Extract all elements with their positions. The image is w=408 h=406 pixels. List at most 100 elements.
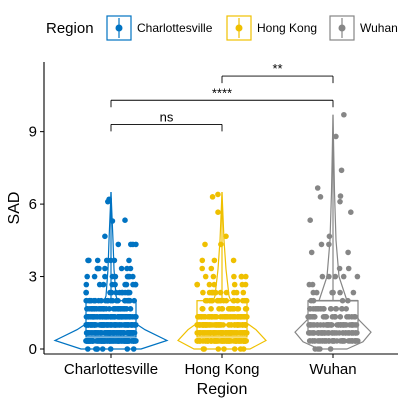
- outlier-point: [109, 218, 116, 224]
- data-point: [210, 273, 217, 280]
- data-point: [208, 314, 214, 320]
- data-point: [89, 306, 95, 312]
- data-point: [203, 338, 209, 344]
- data-point: [225, 330, 232, 336]
- significance-bracket: ****: [110, 85, 334, 108]
- data-point: [231, 346, 238, 352]
- data-point: [335, 322, 342, 328]
- data-point: [340, 273, 347, 280]
- data-point: [218, 241, 224, 248]
- data-point: [128, 241, 134, 248]
- data-point: [124, 338, 130, 344]
- data-point: [230, 257, 237, 264]
- legend-item: Wuhan: [329, 15, 398, 41]
- data-point: [202, 273, 209, 280]
- data-point: [345, 297, 351, 304]
- data-point: [208, 265, 215, 272]
- data-point: [122, 281, 128, 288]
- data-point: [101, 306, 107, 312]
- data-point: [110, 338, 117, 344]
- data-point: [111, 257, 118, 264]
- significance-bracket: **: [221, 61, 334, 84]
- data-point: [331, 330, 337, 336]
- data-point: [345, 249, 351, 256]
- legend-key-dot: [338, 24, 346, 32]
- data-point: [230, 314, 237, 320]
- axes: 0 3 6 9 Charlottesville Hong Kong Wuhan: [29, 62, 398, 378]
- data-point: [308, 297, 314, 304]
- data-point: [113, 289, 119, 296]
- data-point: [332, 306, 339, 312]
- data-point: [115, 241, 122, 248]
- y-tick-label: 9: [29, 124, 37, 141]
- data-point: [100, 281, 107, 288]
- data-point: [306, 322, 312, 328]
- data-point: [321, 330, 328, 336]
- data-point: [109, 297, 116, 304]
- data-point: [331, 338, 338, 344]
- data-point: [231, 273, 237, 280]
- legend-label: Hong Kong: [257, 21, 317, 35]
- data-point: [318, 241, 325, 248]
- data-point: [94, 257, 101, 264]
- data-point: [126, 257, 132, 264]
- data-point: [121, 322, 128, 328]
- data-point: [94, 330, 100, 336]
- data-point: [213, 314, 220, 320]
- data-point: [328, 306, 334, 312]
- y-tick-label: 3: [29, 269, 37, 286]
- legend-item: Charlottesville: [106, 15, 213, 41]
- significance-label: ****: [212, 85, 232, 100]
- data-point: [118, 330, 125, 336]
- data-point: [238, 273, 245, 280]
- legend-key-dot: [235, 24, 243, 32]
- data-point: [92, 297, 98, 304]
- data-point: [315, 338, 321, 344]
- data-point: [351, 314, 358, 320]
- data-point: [352, 322, 358, 328]
- y-tick-label: 0: [29, 341, 37, 358]
- data-point: [114, 322, 120, 328]
- data-point: [339, 297, 346, 304]
- data-point: [207, 338, 214, 344]
- data-point: [85, 257, 91, 264]
- data-point: [219, 306, 225, 312]
- data-point: [224, 338, 231, 344]
- data-point: [122, 314, 129, 320]
- data-point: [307, 314, 313, 320]
- data-point: [345, 265, 352, 272]
- outlier-point: [215, 191, 221, 198]
- data-point: [124, 265, 130, 272]
- data-point: [83, 281, 90, 288]
- data-point: [341, 322, 348, 328]
- data-point: [87, 322, 94, 328]
- data-point: [350, 289, 357, 296]
- data-point: [231, 281, 238, 288]
- data-point: [206, 281, 213, 288]
- data-point: [223, 314, 230, 320]
- data-point: [234, 306, 241, 312]
- data-point: [321, 306, 327, 312]
- data-point: [239, 281, 246, 288]
- x-tick-label: Wuhan: [309, 361, 356, 378]
- data-point: [213, 322, 220, 328]
- data-point: [327, 346, 334, 352]
- data-point: [125, 297, 132, 304]
- data-point: [237, 346, 244, 352]
- data-point: [354, 330, 360, 336]
- data-point: [208, 306, 214, 312]
- data-point: [243, 273, 249, 280]
- data-point: [326, 233, 333, 240]
- data-point: [306, 330, 313, 336]
- outlier-point: [333, 133, 339, 140]
- data-point: [113, 297, 120, 304]
- x-tick-label: Hong Kong: [184, 361, 259, 378]
- data-point: [314, 322, 320, 328]
- data-point: [85, 346, 91, 352]
- data-point: [223, 233, 229, 240]
- outlier-point: [209, 194, 216, 200]
- data-point: [215, 209, 221, 215]
- data-point: [221, 346, 227, 352]
- data-point: [114, 338, 121, 344]
